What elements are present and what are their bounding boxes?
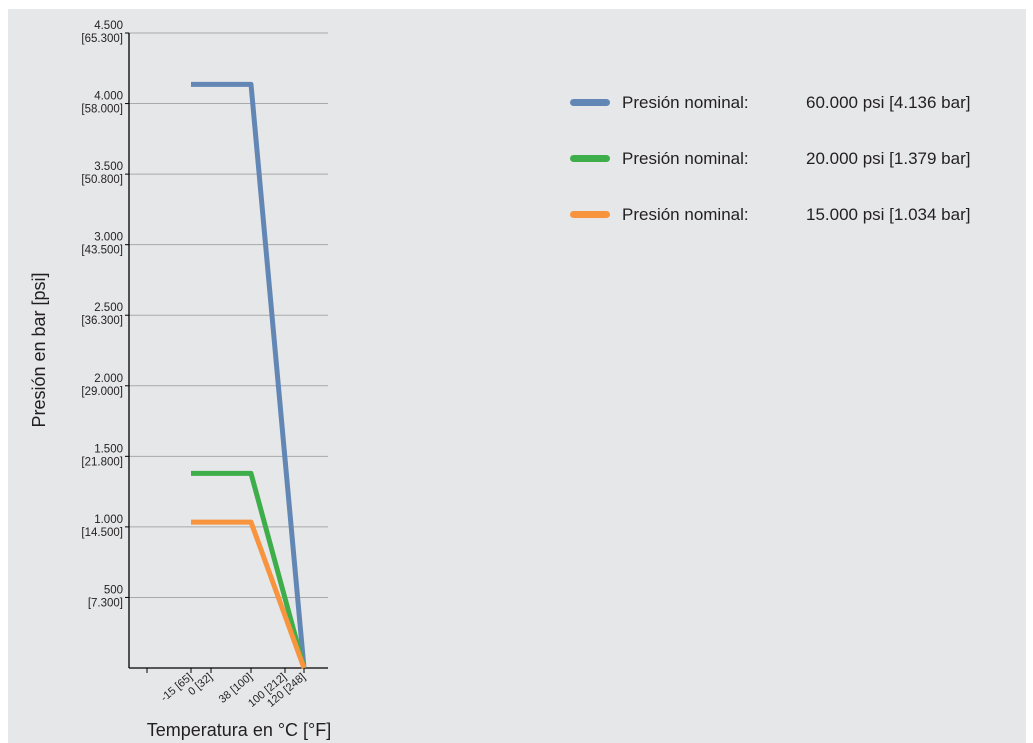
- chart-svg: 500[7.300] 1.000[14.500] 1.500[21.800] 2.00…: [29, 20, 970, 740]
- y-tick-label: 3.500: [94, 161, 123, 173]
- y-tick-label: 500: [104, 584, 123, 596]
- y-tick-label: 1.500: [94, 443, 123, 455]
- y-tick-sublabel: [21.800]: [81, 456, 123, 468]
- legend-rating: 20.000 psi [1.379 bar]: [806, 149, 970, 168]
- y-tick-sublabel: [14.500]: [81, 527, 123, 539]
- x-axis-title: Temperatura en °C [°F]: [147, 720, 331, 740]
- y-tick-label: 2.500: [94, 302, 123, 314]
- legend-rating: 15.000 psi [1.034 bar]: [806, 205, 970, 224]
- legend-label: Presión nominal:: [622, 149, 749, 168]
- legend-label: Presión nominal:: [622, 205, 749, 224]
- y-tick-sublabel: [43.500]: [81, 245, 123, 257]
- y-tick-sublabel: [58.000]: [81, 104, 123, 116]
- y-tick-label: 1.000: [94, 514, 123, 526]
- legend-label: Presión nominal:: [622, 93, 749, 112]
- series-lines: [191, 81, 307, 669]
- series-line-3: [191, 519, 307, 669]
- y-tick-sublabel: [36.300]: [81, 315, 123, 327]
- legend-swatch: [570, 155, 610, 162]
- series-line-1: [191, 81, 307, 669]
- chart-panel: 500 [7.300] 1.000 [14.500] 1.500 [21.800] 2.00…: [8, 9, 1026, 743]
- y-tick-sublabel: [65.300]: [81, 33, 123, 45]
- y-tick-label: 2.000: [94, 373, 123, 385]
- legend: Presión nominal: 60.000 psi [4.136 bar] Pr…: [570, 93, 970, 224]
- grid: [129, 32, 328, 598]
- y-tick-sublabel: [7.300]: [88, 597, 123, 609]
- y-tick-sublabel: [29.000]: [81, 386, 123, 398]
- y-axis-ticks: 500[7.300] 1.000[14.500] 1.500[21.800] 2.00…: [81, 20, 129, 609]
- y-tick-label: 4.500: [94, 20, 123, 32]
- series-line-2: [191, 470, 307, 669]
- y-tick-label: 3.000: [94, 232, 123, 244]
- y-tick-label: 4.000: [94, 91, 123, 103]
- y-tick-sublabel: [50.800]: [81, 174, 123, 186]
- x-axis-ticks: -15 [65]0 [32] 38 [100]100 [212]120 [248]: [146, 668, 308, 710]
- legend-rating: 60.000 psi [4.136 bar]: [806, 93, 970, 112]
- y-axis-title: Presión en bar [psi]: [29, 272, 49, 427]
- legend-swatch: [570, 211, 610, 218]
- legend-swatch: [570, 99, 610, 106]
